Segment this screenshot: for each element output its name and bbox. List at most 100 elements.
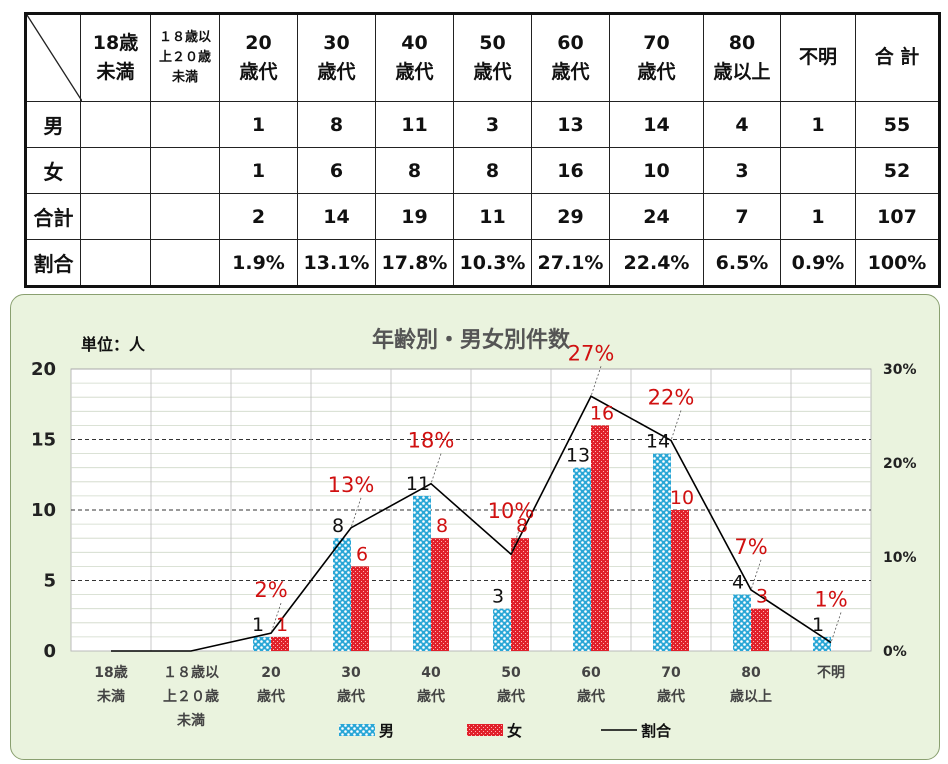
legend-label-ratio: 割合: [641, 722, 672, 740]
chart-svg: 1 18611838131614104312%13%18%10%27%22%7%1…: [31, 327, 917, 740]
table-cell: 7: [703, 193, 781, 240]
table-cell: 11: [375, 101, 454, 148]
column-header: 70 歳代: [609, 13, 704, 102]
label-leader: [670, 410, 682, 441]
data-label-male: 1: [812, 614, 824, 636]
column-header: 50 歳代: [453, 13, 532, 102]
y-tick-label: 10: [31, 500, 56, 521]
x-tick-label: 60 歳代: [577, 665, 605, 705]
label-leader: [590, 366, 602, 397]
table-cell: [150, 239, 220, 287]
bar-female: [751, 608, 769, 651]
y-tick-label: 5: [43, 571, 56, 592]
label-leader: [750, 559, 762, 591]
column-header: 不明: [780, 13, 856, 102]
data-label-male: 3: [492, 586, 504, 608]
table-cell: 10: [609, 147, 704, 194]
table-cell: 10.3%: [453, 239, 532, 287]
bar-male: [813, 636, 831, 651]
column-header: 60 歳代: [531, 13, 610, 102]
row-label: 男: [25, 101, 81, 148]
bar-female: [431, 538, 449, 651]
chart-title: 年齢別・男女別件数: [372, 327, 571, 353]
table-cell: 1.9%: [219, 239, 298, 287]
table-cell: [80, 101, 151, 148]
bar-male: [413, 495, 431, 651]
table-cell: 8: [453, 147, 532, 194]
data-label-ratio: 22%: [648, 385, 695, 409]
table-cell: [80, 147, 151, 194]
table-cell: 6.5%: [703, 239, 781, 287]
table-cell: 4: [703, 101, 781, 148]
table-cell: 13.1%: [297, 239, 376, 287]
chart-panel: 1 1 8 6 11 8 3 8 13 16 14 10 4 3 1 2% 13% 18% 10% 27% 22% 7% 1…: [10, 294, 940, 760]
bar-female: [511, 538, 529, 651]
label-leader: [270, 603, 282, 634]
table-cell: 3: [703, 147, 781, 194]
bar-male: [253, 636, 271, 651]
table-cell: 16: [531, 147, 610, 194]
data-label-male: 1: [252, 614, 264, 636]
table-cell: 19: [375, 193, 454, 240]
bar-female: [671, 510, 689, 651]
data-label-ratio: 1%: [814, 588, 847, 612]
legend-swatch-male: [339, 724, 375, 736]
table-cell: 1: [219, 101, 298, 148]
table-cell: 8: [375, 147, 454, 194]
age-gender-table: 18歳 未満 １８歳以 上２０歳 未満 20 歳代 30 歳代 40 歳代 50 歳代 60 歳代 70 歳代 8…: [24, 12, 941, 288]
data-label-ratio: 7%: [734, 535, 767, 559]
legend-label-female: 女: [507, 722, 522, 740]
column-header: １８歳以 上２０歳 未満: [150, 13, 220, 102]
bar-male: [573, 467, 591, 651]
label-leader: [830, 612, 842, 643]
table-cell: 8: [297, 101, 376, 148]
table-row: 合計 2 14 19 11 29 24 7 1 107: [25, 193, 940, 240]
bar-male: [493, 608, 511, 651]
table-cell: [80, 193, 151, 240]
legend: 男 女 割合: [339, 722, 672, 740]
table-row: 割合 1.9% 13.1% 17.8% 10.3% 27.1% 22.4% 6.5% 0.9% 1…: [25, 239, 940, 287]
legend-label-male: 男: [379, 722, 394, 740]
table-row: 女 1 6 8 8 16 10 3 52: [25, 147, 940, 194]
table-cell: 29: [531, 193, 610, 240]
x-tick-label: 70 歳代: [657, 665, 685, 705]
table-cell: 1: [219, 147, 298, 194]
data-label-female: 1: [276, 614, 288, 636]
bar-male: [733, 594, 751, 651]
table-cell: 14: [297, 193, 376, 240]
table-cell: 1: [780, 101, 856, 148]
table-cell: 107: [855, 193, 940, 240]
bar-female: [271, 636, 289, 651]
data-label-female: 8: [516, 515, 528, 537]
table-cell: 27.1%: [531, 239, 610, 287]
data-label-male: 11: [406, 473, 430, 495]
table-cell: 24: [609, 193, 704, 240]
x-tick-label: 40 歳代: [417, 665, 445, 705]
x-tick-label: 80 歳以上: [730, 665, 772, 705]
row-label: 女: [25, 147, 81, 194]
table-cell: [80, 239, 151, 287]
column-header: 30 歳代: [297, 13, 376, 102]
row-label: 合計: [25, 193, 81, 240]
data-label-female: 16: [590, 402, 614, 424]
table-cell: [150, 101, 220, 148]
data-label-male: 13: [566, 445, 590, 467]
unit-label: 単位：人: [81, 335, 146, 354]
y2-tick-label: 30%: [883, 362, 917, 378]
label-leader: [430, 453, 442, 484]
data-table: 18歳 未満 １８歳以 上２０歳 未満 20 歳代 30 歳代 40 歳代 50 歳代 60 歳代 70 歳代 8…: [24, 12, 941, 288]
x-tick-label: 20 歳代: [257, 665, 285, 705]
table-cell: 3: [453, 101, 532, 148]
x-tick-label: 18歳未満: [94, 664, 127, 705]
legend-swatch-female: [467, 724, 503, 736]
column-header: 合 計: [855, 13, 940, 102]
series-line-ratio: [111, 395, 832, 652]
label-leader: [350, 497, 362, 528]
bar-male: [653, 453, 671, 651]
y2-tick-label: 20%: [883, 456, 917, 472]
column-header: 18歳 未満: [80, 13, 151, 102]
column-header: 80 歳以上: [703, 13, 781, 102]
data-label-female: 3: [756, 586, 768, 608]
table-cell: 22.4%: [609, 239, 704, 287]
y2-tick-label: 10%: [883, 550, 917, 566]
